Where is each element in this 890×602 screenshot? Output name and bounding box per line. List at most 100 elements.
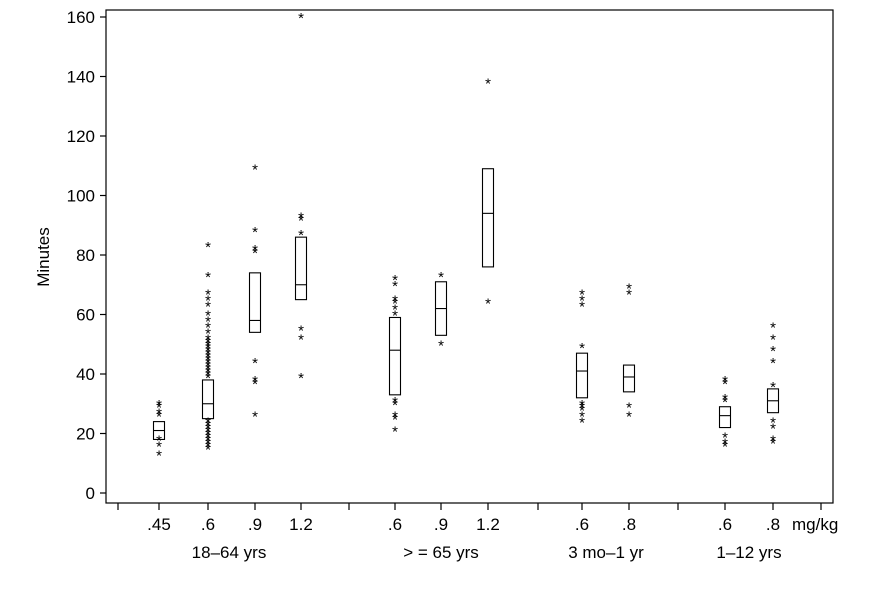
- outlier-point: *: [205, 352, 211, 369]
- dose-label: .45: [147, 515, 171, 534]
- outlier-point: *: [722, 391, 728, 408]
- outlier-point: *: [722, 376, 728, 393]
- outlier-point: *: [392, 278, 398, 295]
- dose-label: .6: [201, 515, 215, 534]
- outlier-point: *: [205, 334, 211, 351]
- outlier-point: *: [722, 429, 728, 446]
- outlier-point: *: [392, 424, 398, 441]
- outlier-point: *: [156, 397, 162, 414]
- y-axis: 0 20 40 60 80 100 120 140 160: [67, 8, 106, 503]
- outlier-point: *: [722, 394, 728, 411]
- outlier-point: *: [770, 379, 776, 396]
- box-2: ********: [248, 162, 262, 426]
- dose-label: .6: [575, 515, 589, 534]
- outlier-point: *: [298, 370, 304, 387]
- outlier-point: *: [156, 447, 162, 464]
- outlier-point: *: [722, 435, 728, 452]
- outlier-point: *: [205, 287, 211, 304]
- outlier-point: *: [205, 435, 211, 452]
- outlier-point: *: [392, 308, 398, 325]
- outlier-point: *: [392, 302, 398, 319]
- outlier-point: *: [485, 75, 491, 92]
- outlier-point: *: [770, 319, 776, 336]
- outlier-point: *: [579, 293, 585, 310]
- outlier-point: *: [252, 242, 258, 259]
- outlier-point: *: [626, 409, 632, 426]
- outlier-point: *: [205, 418, 211, 435]
- outlier-point: *: [156, 409, 162, 426]
- box-series: ****************************************…: [152, 10, 780, 464]
- box-iqr: [622, 364, 636, 393]
- outlier-point: *: [205, 361, 211, 378]
- y-tick-label: 120: [67, 127, 95, 146]
- outlier-point: *: [252, 162, 258, 179]
- outlier-point: *: [579, 409, 585, 426]
- y-axis-title: Minutes: [34, 227, 53, 287]
- outlier-point: *: [392, 394, 398, 411]
- outlier-point: *: [298, 322, 304, 339]
- dose-label: .9: [434, 515, 448, 534]
- y-tick-label: 140: [67, 68, 95, 87]
- y-tick-label: 20: [76, 425, 95, 444]
- outlier-point: *: [205, 358, 211, 375]
- box-iqr: [294, 236, 308, 301]
- outlier-point: *: [392, 397, 398, 414]
- outlier-point: *: [579, 415, 585, 432]
- box-5: **: [434, 269, 448, 354]
- outlier-point: *: [770, 343, 776, 360]
- y-tick-label: 100: [67, 187, 95, 206]
- box-iqr: [481, 168, 495, 268]
- outlier-point: *: [205, 370, 211, 387]
- outlier-point: *: [579, 397, 585, 414]
- outlier-point: *: [392, 412, 398, 429]
- unit-label: mg/kg: [792, 515, 838, 534]
- outlier-point: *: [770, 415, 776, 432]
- group-label: 18–64 yrs: [192, 543, 267, 562]
- outlier-point: *: [770, 435, 776, 452]
- box-iqr: [248, 272, 262, 333]
- outlier-point: *: [205, 364, 211, 381]
- outlier-point: *: [252, 376, 258, 393]
- outlier-point: *: [205, 424, 211, 441]
- outlier-point: *: [205, 308, 211, 325]
- outlier-point: *: [205, 421, 211, 438]
- outlier-point: *: [298, 331, 304, 348]
- x-axis: .45 .6 .9 1.2 .6 .9 1.2 .6 .8 .6 .8 18–64 yrs > = 65…: [117, 503, 822, 562]
- outlier-point: *: [205, 325, 211, 342]
- outlier-point: *: [205, 331, 211, 348]
- outlier-point: *: [252, 245, 258, 262]
- outlier-point: *: [156, 406, 162, 423]
- box-iqr: [388, 316, 402, 396]
- box-iqr: [718, 406, 732, 429]
- y-tick-label: 0: [86, 484, 95, 503]
- outlier-point: *: [205, 427, 211, 444]
- outlier-point: *: [626, 400, 632, 417]
- outlier-point: *: [438, 269, 444, 286]
- outlier-point: *: [579, 299, 585, 316]
- box-iqr: [575, 352, 589, 399]
- outlier-point: *: [770, 432, 776, 449]
- outlier-point: *: [205, 438, 211, 455]
- y-tick-label: 80: [76, 246, 95, 265]
- outlier-point: *: [438, 337, 444, 354]
- outlier-point: *: [770, 421, 776, 438]
- outlier-point: *: [579, 287, 585, 304]
- box-iqr: [201, 379, 215, 420]
- outlier-point: *: [298, 209, 304, 226]
- group-label: 1–12 yrs: [716, 543, 781, 562]
- outlier-point: *: [485, 296, 491, 313]
- outlier-point: *: [252, 224, 258, 241]
- outlier-point: *: [579, 340, 585, 357]
- outlier-point: *: [205, 429, 211, 446]
- outlier-point: *: [205, 239, 211, 256]
- outlier-point: *: [205, 299, 211, 316]
- box-7: *********: [575, 287, 589, 432]
- outlier-point: *: [626, 281, 632, 298]
- dose-label: .6: [718, 515, 732, 534]
- outlier-point: *: [156, 438, 162, 455]
- outlier-point: *: [205, 432, 211, 449]
- box-1: *********************************: [201, 239, 215, 458]
- outlier-point: *: [205, 415, 211, 432]
- dose-label: .8: [622, 515, 636, 534]
